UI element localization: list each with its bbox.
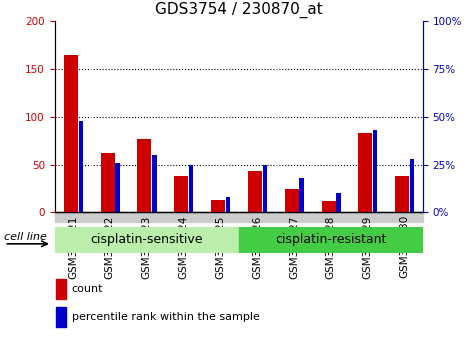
- Bar: [395, 176, 409, 212]
- Bar: [211, 200, 225, 212]
- Bar: [137, 139, 152, 212]
- Bar: [56, 279, 66, 299]
- Bar: [55, 212, 91, 222]
- Bar: [152, 155, 157, 212]
- Bar: [56, 307, 66, 327]
- Bar: [248, 171, 262, 212]
- Text: count: count: [72, 284, 103, 294]
- Bar: [128, 212, 165, 222]
- Bar: [226, 197, 230, 212]
- Bar: [174, 176, 188, 212]
- Bar: [276, 212, 313, 222]
- Text: cisplatin-sensitive: cisplatin-sensitive: [90, 233, 203, 246]
- Bar: [358, 133, 372, 212]
- Bar: [386, 212, 423, 222]
- Bar: [322, 201, 335, 212]
- Text: cisplatin-resistant: cisplatin-resistant: [275, 233, 386, 246]
- Text: percentile rank within the sample: percentile rank within the sample: [72, 312, 260, 322]
- Bar: [373, 130, 378, 212]
- Title: GDS3754 / 230870_at: GDS3754 / 230870_at: [155, 2, 323, 18]
- Bar: [189, 165, 193, 212]
- Bar: [202, 212, 238, 222]
- Bar: [349, 212, 386, 222]
- Bar: [336, 193, 341, 212]
- Bar: [55, 227, 238, 253]
- Bar: [101, 153, 114, 212]
- Bar: [238, 227, 423, 253]
- Bar: [299, 178, 304, 212]
- Bar: [285, 188, 299, 212]
- Bar: [263, 165, 267, 212]
- Bar: [410, 159, 414, 212]
- Bar: [91, 212, 128, 222]
- Bar: [78, 121, 83, 212]
- Bar: [238, 212, 276, 222]
- Bar: [313, 212, 349, 222]
- Bar: [165, 212, 202, 222]
- Text: cell line: cell line: [4, 232, 47, 242]
- Bar: [115, 163, 120, 212]
- Bar: [64, 55, 78, 212]
